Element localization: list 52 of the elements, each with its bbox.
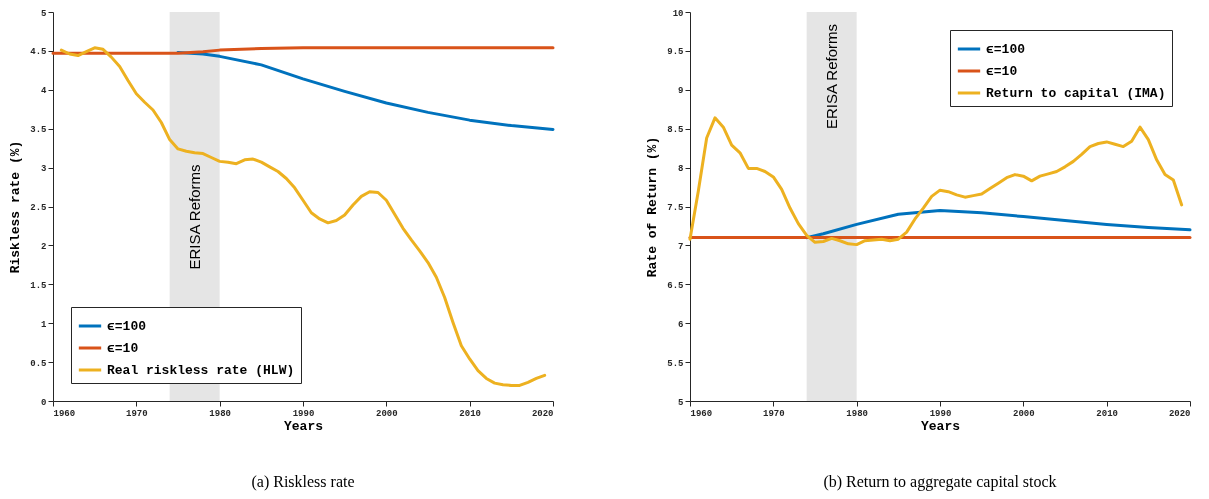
x-tick-label: 2000: [376, 408, 398, 419]
x-tick-label: 2020: [531, 408, 554, 419]
y-tick-label: 7.5: [667, 203, 684, 213]
x-tick-label: 1970: [763, 408, 785, 419]
y-axis-title: Riskless rate (%): [8, 140, 24, 274]
y-tick-label: 2.5: [30, 203, 47, 213]
x-tick-label: 1980: [846, 408, 868, 419]
legend-label: ϵ=100: [107, 319, 147, 334]
text: (b) Return to aggregate capital stock: [823, 473, 1057, 491]
x-tick-label: 2010: [459, 408, 481, 419]
y-tick-label: 1: [41, 319, 48, 330]
y-tick-label: 3: [41, 164, 47, 175]
x-tick-label: 2000: [1013, 408, 1035, 419]
y-tick-label: 9.5: [667, 47, 684, 58]
y-tick-label: 7: [678, 241, 684, 252]
y-tick-label: 5.5: [667, 358, 684, 369]
x-axis-title: Years: [283, 418, 324, 434]
y-tick-label: 8: [678, 164, 684, 175]
x-tick-label: 2020: [1168, 408, 1191, 419]
y-tick-label: 4.5: [30, 47, 47, 58]
legend-label: ϵ=100: [986, 42, 1026, 57]
y-axis-title: Rate of Return (%): [645, 136, 661, 278]
y-tick-label: 2: [41, 241, 47, 252]
y-tick-label: 0: [41, 397, 47, 408]
line-series: [59, 46, 547, 387]
legend-label: Real riskless rate (HLW): [107, 363, 295, 378]
y-tick-label: 9: [678, 86, 684, 97]
y-tick-label: 5: [41, 8, 47, 19]
band-label: ERISA Reforms: [185, 164, 203, 270]
x-tick-label: 1960: [53, 408, 76, 419]
x-tick-label: 1960: [690, 408, 713, 419]
legend-label: Return to capital (IMA): [986, 86, 1166, 101]
legend-label: ϵ=10: [107, 341, 139, 356]
x-tick-label: 2010: [1096, 408, 1118, 419]
y-tick-label: 6: [678, 319, 684, 330]
y-tick-label: 10: [672, 8, 684, 19]
x-axis-title: Years: [920, 418, 961, 434]
x-tick-label: 1990: [292, 408, 315, 419]
x-tick-label: 1980: [209, 408, 231, 419]
x-tick-label: 1970: [126, 408, 148, 419]
y-tick-label: 6.5: [667, 280, 684, 291]
y-tick-label: 3.5: [30, 125, 47, 136]
y-tick-label: 0.5: [30, 358, 47, 369]
band-label: ERISA Reforms: [822, 24, 840, 130]
y-tick-label: 4: [41, 86, 48, 97]
y-tick-label: 1.5: [30, 280, 47, 291]
legend-label: ϵ=10: [986, 64, 1018, 79]
text: (a) Riskless rate: [251, 473, 355, 491]
x-tick-label: 1990: [929, 408, 952, 419]
line-series: [176, 50, 555, 131]
y-tick-label: 8.5: [667, 125, 684, 136]
y-tick-label: 5: [678, 397, 684, 408]
